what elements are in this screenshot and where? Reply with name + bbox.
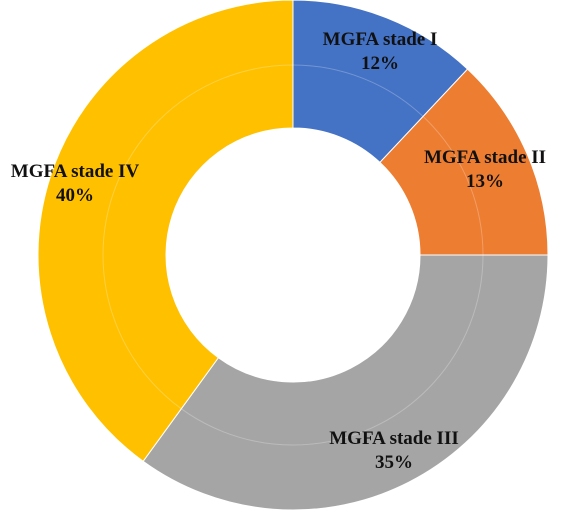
slice-mgfa-stade-iv — [37, 0, 294, 462]
slice-label-name: MGFA stade I — [323, 29, 438, 50]
slice-label-value: 35% — [375, 452, 413, 473]
data-label-mgfa-stade-iii: MGFA stade III 35% — [329, 428, 458, 473]
data-label-mgfa-stade-iv: MGFA stade IV 40% — [11, 161, 140, 206]
slice-label-value: 12% — [361, 53, 399, 74]
data-label-mgfa-stade-i: MGFA stade I 12% — [323, 29, 438, 74]
ring-divider — [102, 64, 484, 446]
slice-label-name: MGFA stade IV — [11, 161, 140, 182]
data-label-mgfa-stade-ii: MGFA stade II 13% — [424, 147, 546, 192]
slice-label-value: 40% — [56, 185, 94, 206]
slice-mgfa-stade-iii — [142, 254, 549, 510]
slice-label-name: MGFA stade II — [424, 147, 546, 168]
slice-label-value: 13% — [466, 171, 504, 192]
slice-label-name: MGFA stade III — [329, 428, 458, 449]
